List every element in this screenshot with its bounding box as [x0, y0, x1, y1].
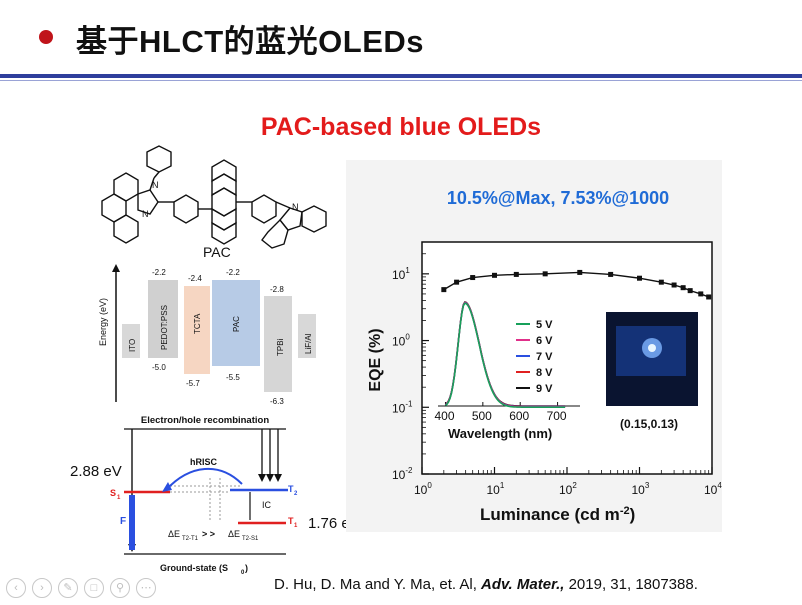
pedot-homo: -5.0 [152, 363, 166, 372]
inset-x-tick-label: 600 [509, 409, 529, 423]
pac-homo: -5.5 [226, 373, 240, 382]
s1-label: S [110, 488, 116, 498]
layer-ito-label: ITO [128, 339, 137, 352]
slideshow-controls: ‹ › ✎ □ ⚲ ⋯ [6, 578, 156, 598]
f-label: F [120, 516, 126, 527]
layer-pedot-label: PEDOT:PSS [160, 305, 169, 350]
eqe-data-point [608, 271, 614, 277]
x-tick-label: 103 [632, 481, 650, 497]
molecule-label: PAC [203, 244, 231, 260]
tpbi-homo: -6.3 [270, 397, 284, 406]
y-tick-label: 10-2 [392, 466, 413, 482]
s1-energy-label: 2.88 eV [70, 463, 122, 480]
x-tick-label: 100 [414, 481, 432, 497]
ground-sub: 0 [241, 570, 245, 576]
legend-label: 8 V [536, 367, 553, 379]
slide-title: 基于HLCT的蓝光OLEDs [76, 24, 424, 59]
citation-journal: Adv. Mater., [481, 576, 565, 593]
t1-subscript: 1 [294, 523, 298, 529]
y-tick-label: 100 [392, 333, 410, 349]
slide-header: 基于HLCT的蓝光OLEDs [0, 0, 802, 74]
ground-end: ) [245, 563, 248, 573]
delta-e-t2s1-sub: T2-S1 [242, 536, 259, 542]
tcta-homo: -5.7 [186, 379, 200, 388]
recombination-label: Electron/hole recombination [141, 415, 269, 426]
eqe-data-point [706, 294, 712, 300]
delta-e-t2s1: ΔE [228, 529, 240, 539]
eqe-data-point [687, 288, 693, 294]
citation: D. Hu, D. Ma and Y. Ma, et. Al, Adv. Mat… [274, 576, 698, 593]
layer-tcta-label: TCTA [193, 313, 202, 334]
delta-e-t2t1: ΔE [168, 529, 180, 539]
eqe-data-point [637, 275, 642, 281]
energy-axis-label: Energy (eV) [98, 298, 108, 346]
pedot-lumo: -2.2 [152, 268, 166, 277]
eqe-data-point [492, 272, 497, 278]
eqe-data-point [658, 279, 664, 285]
cie-label: (0.15,0.13) [620, 417, 678, 431]
eqe-data-point [441, 287, 447, 293]
legend-label: 9 V [536, 383, 553, 395]
inset-x-tick-label: 500 [472, 409, 492, 423]
legend-label: 7 V [536, 351, 553, 363]
y-axis-label: EQE (%) [367, 328, 384, 391]
y-tick-label: 101 [392, 266, 410, 282]
t2-label: T [288, 484, 294, 494]
t1-label: T [288, 516, 294, 526]
energy-level-diagram: Energy (eV) ITO PEDOT:PSS -2.2 -5.0 TCTA… [98, 264, 316, 406]
t2-subscript: 2 [294, 491, 298, 497]
inset-x-tick-label: 700 [547, 409, 567, 423]
eqe-data-point [698, 291, 704, 297]
svg-text:N: N [292, 202, 299, 212]
tpbi-lumo: -2.8 [270, 285, 284, 294]
eqe-data-point [454, 279, 460, 285]
prev-icon[interactable]: ‹ [6, 578, 26, 598]
eqe-data-point [577, 269, 583, 275]
eqe-data-point [513, 271, 519, 277]
eqe-headline: 10.5%@Max, 7.53%@1000 [446, 188, 670, 208]
legend-label: 6 V [536, 335, 553, 347]
layer-lif-label: LiF/Al [304, 333, 313, 354]
y-tick-label: 10-1 [392, 399, 413, 415]
hlct-mechanism-diagram: Electron/hole recombination S 1 T 2 T 1 … [110, 415, 298, 576]
x-tick-label: 101 [487, 481, 505, 497]
layer-pac-label: PAC [232, 316, 241, 332]
svg-text:N: N [142, 209, 149, 219]
x-axis-label: Luminance (cd m-2) [480, 505, 635, 524]
eqe-luminance-chart: 100 101 102 103 104 101 100 10-1 10-2 EQE (%) L… [367, 241, 722, 524]
pac-lumo: -2.2 [226, 268, 240, 277]
x-tick-label: 104 [704, 481, 722, 497]
inset-x-tick-label: 400 [434, 409, 454, 423]
header-rule [0, 74, 802, 78]
copy-icon[interactable]: □ [84, 578, 104, 598]
more-icon[interactable]: ⋯ [136, 578, 156, 598]
legend-label: 5 V [536, 319, 553, 331]
citation-authors: D. Hu, D. Ma and Y. Ma, et. Al, [274, 576, 482, 593]
spectrum-curve [444, 302, 566, 409]
next-icon[interactable]: › [32, 578, 52, 598]
pen-icon[interactable]: ✎ [58, 578, 78, 598]
eqe-data-point [680, 285, 686, 291]
x-tick-label: 102 [559, 481, 577, 497]
eqe-data-point [671, 282, 677, 288]
eqe-data-point [542, 271, 548, 277]
delta-e-t2t1-sub: T2-T1 [182, 536, 199, 542]
slide-subtitle: PAC-based blue OLEDs [260, 113, 542, 141]
tcta-lumo: -2.4 [188, 274, 202, 283]
layer-tpbi-label: TPBi [276, 338, 285, 356]
hrisc-label: hRISC [190, 457, 218, 467]
pac-molecule-structure: N N N [101, 145, 327, 249]
ground-state-label: Ground-state (S [160, 563, 228, 573]
zoom-icon[interactable]: ⚲ [110, 578, 130, 598]
citation-details: 2019, 31, 1807388. [564, 576, 698, 593]
s1-subscript: 1 [117, 495, 121, 501]
inset-x-label: Wavelength (nm) [448, 426, 552, 441]
ic-label: IC [262, 500, 272, 510]
eqe-data-point [470, 275, 476, 281]
gap-operator: > > [202, 529, 215, 539]
svg-text:N: N [152, 180, 159, 190]
title-bullet [39, 30, 53, 44]
header-rule-thin [0, 80, 802, 81]
